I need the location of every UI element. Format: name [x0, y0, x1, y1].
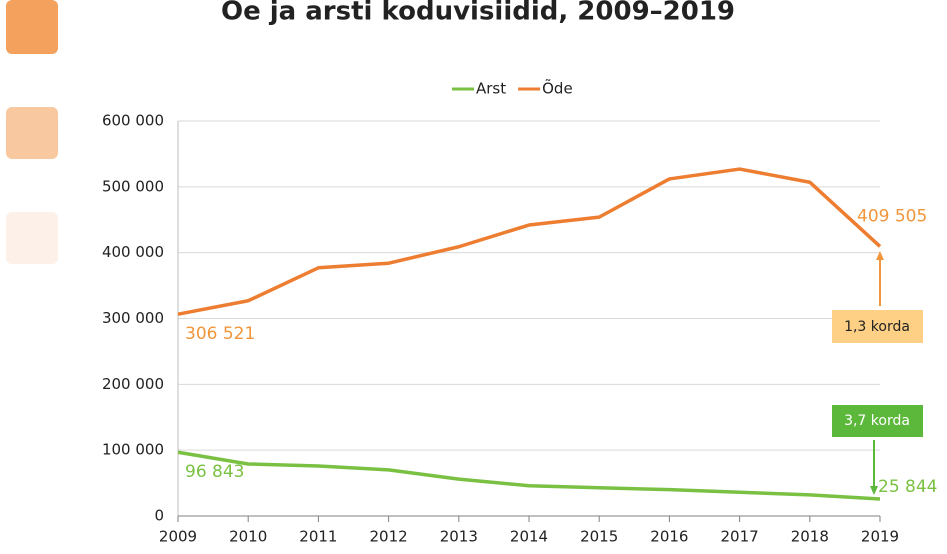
x-tick-label: 2015	[580, 528, 618, 546]
x-tick-label: 2010	[229, 528, 267, 546]
x-tick-label: 2009	[159, 528, 197, 546]
x-tick-label: 2012	[370, 528, 408, 546]
line-series	[177, 167, 882, 316]
decor-square	[6, 212, 58, 264]
decor-square	[6, 107, 58, 159]
x-tick-label: 2013	[440, 528, 478, 546]
y-tick-label: 400 000	[102, 243, 164, 261]
chart-title: Õe ja arsti koduvisiidid, 2009–2019	[221, 0, 735, 27]
y-tick-label: 200 000	[102, 375, 164, 393]
annotation-text: 1,3 korda	[844, 319, 910, 335]
legend-label: Õde	[542, 79, 573, 98]
x-tick-label: 2019	[861, 528, 899, 546]
y-tick-label: 600 000	[102, 112, 164, 130]
x-tick-label: 2017	[721, 528, 759, 546]
x-tick-label: 2018	[791, 528, 829, 546]
y-tick-label: 300 000	[102, 309, 164, 327]
annotation-arrowhead	[870, 486, 878, 495]
annotation-text: 3,7 korda	[844, 413, 910, 429]
x-tick-label: 2011	[299, 528, 337, 546]
value-label: 409 505	[857, 206, 927, 226]
x-tick-label: 2016	[650, 528, 688, 546]
legend-label: Arst	[476, 80, 506, 98]
value-label: 306 521	[185, 324, 255, 344]
x-tick-label: 2014	[510, 528, 548, 546]
y-tick-label: 500 000	[102, 177, 164, 195]
y-tick-label: 0	[154, 507, 164, 525]
annotation-arrowhead	[876, 251, 884, 260]
annotation-box	[832, 310, 923, 343]
annotation-box	[832, 405, 923, 437]
line-series	[177, 450, 881, 501]
decor-square	[6, 0, 58, 54]
value-label: 96 843	[185, 462, 244, 482]
value-label: 25 844	[878, 477, 937, 497]
y-tick-label: 100 000	[102, 441, 164, 459]
